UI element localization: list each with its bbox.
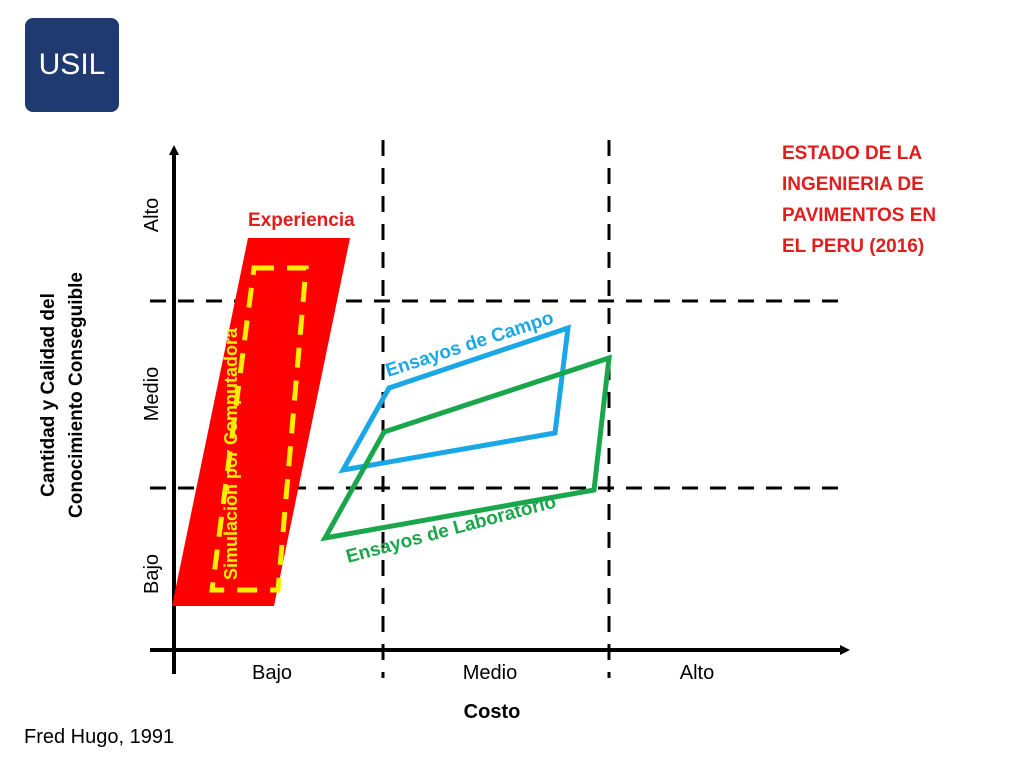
y-level-alto: Alto <box>141 198 163 232</box>
title-line-1: ESTADO DE LA <box>782 143 922 164</box>
y-axis-label-line-2: Conocimiento Conseguible <box>66 272 87 518</box>
title-line-2: INGENIERIA DE <box>782 174 924 195</box>
citation: Fred Hugo, 1991 <box>24 726 174 748</box>
x-level-medio: Medio <box>463 662 517 684</box>
y-level-bajo: Bajo <box>141 554 163 594</box>
title-line-4: EL PERU (2016) <box>782 236 924 257</box>
usil-logo: USIL <box>25 18 119 112</box>
x-level-alto: Alto <box>680 662 714 684</box>
logo-background <box>25 18 119 112</box>
title-line-3: PAVIMENTOS EN <box>782 205 936 226</box>
campo-region <box>338 324 571 474</box>
y-axis-label-line-1: Cantidad y Calidad del <box>38 293 59 497</box>
laboratorio-region <box>320 354 612 542</box>
logo-text: USIL <box>39 48 106 81</box>
x-level-bajo: Bajo <box>252 662 292 684</box>
experiencia-region <box>172 238 350 606</box>
x-axis-label: Costo <box>464 701 521 723</box>
simulacion-region <box>209 265 309 593</box>
y-level-medio: Medio <box>141 367 163 421</box>
simulacion-label: Simulación por Computadora <box>221 327 241 580</box>
experiencia-label: Experiencia <box>248 210 355 231</box>
campo-label: Ensayos de Campo <box>383 308 556 382</box>
